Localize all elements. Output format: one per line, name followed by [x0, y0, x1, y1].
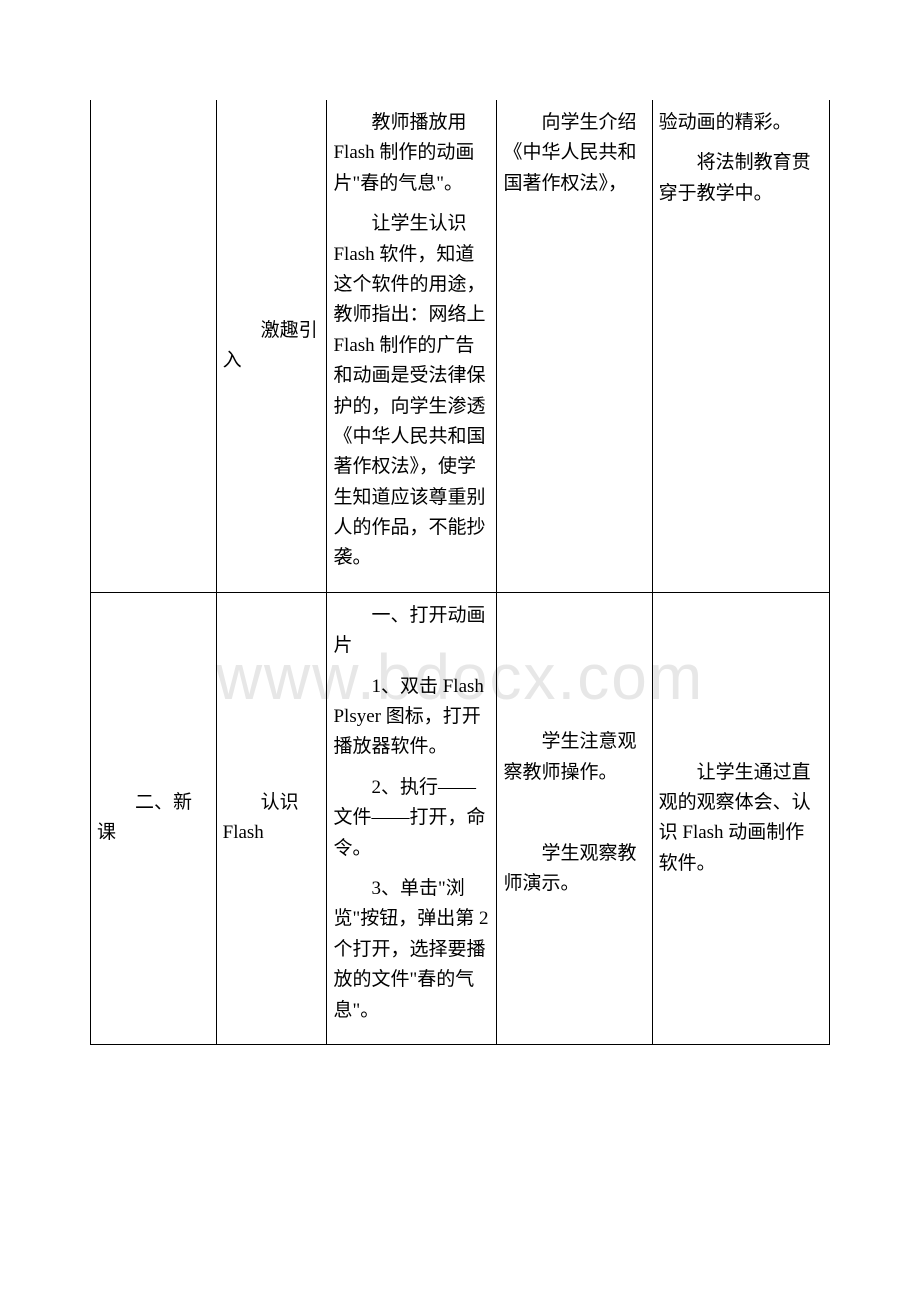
step-label: 激趣引入: [223, 316, 321, 377]
teacher-text: 教师播放用 Flash 制作的动画片"春的气息"。: [333, 112, 474, 194]
intent-para: 将法制教育贯穿于教学中。: [659, 148, 823, 209]
student-text: 学生注意观察教师操作。: [503, 731, 636, 782]
table-row: 二、新课 认识Flash 一、打开动画片 1、双击 Flash Plsyer 图…: [91, 592, 830, 1044]
cell-step: 认识Flash: [216, 592, 327, 1044]
step-text: 认识Flash: [223, 792, 299, 843]
teacher-para: 让学生认识 Flash 软件，知道这个软件的用途，教师指出：网络上 Flash …: [333, 209, 490, 574]
stage-text: 二、新课: [97, 792, 192, 843]
student-text: 向学生介绍《中华人民共和国著作权法》，: [503, 112, 636, 194]
intent-text: 将法制教育贯穿于教学中。: [659, 152, 811, 203]
cell-student-activity: 向学生介绍《中华人民共和国著作权法》，: [497, 100, 652, 592]
student-text: 学生观察教师演示。: [503, 843, 636, 894]
teacher-para: 1、双击 Flash Plsyer 图标，打开播放器软件。: [333, 672, 490, 763]
cell-stage: [91, 100, 217, 592]
teacher-text: 一、打开动画片: [333, 605, 485, 656]
intent-para: 验动画的精彩。: [659, 108, 823, 138]
teacher-para: 2、执行——文件——打开，命令。: [333, 773, 490, 864]
cell-stage: 二、新课: [91, 592, 217, 1044]
step-label: 认识Flash: [223, 788, 321, 849]
page: www.bdocx.com 激趣引入 教师播放用 Flash 制作的动画片"春的…: [0, 0, 920, 1302]
intent-para: 让学生通过直观的观察体会、认识 Flash 动画制作软件。: [659, 758, 823, 880]
student-spacer: [503, 798, 645, 828]
stage-label: 二、新课: [97, 788, 210, 849]
teacher-para: 3、单击"浏览"按钮，弹出第 2 个打开，选择要播放的文件"春的气息"。: [333, 874, 490, 1026]
student-para: 学生注意观察教师操作。: [503, 727, 645, 788]
intent-text: 让学生通过直观的观察体会、认识 Flash 动画制作软件。: [659, 762, 811, 874]
intent-text: 验动画的精彩。: [659, 112, 792, 133]
lesson-table: 激趣引入 教师播放用 Flash 制作的动画片"春的气息"。 让学生认识 Fla…: [90, 100, 830, 1045]
teacher-para: 教师播放用 Flash 制作的动画片"春的气息"。: [333, 108, 490, 199]
cell-teacher-activity: 教师播放用 Flash 制作的动画片"春的气息"。 让学生认识 Flash 软件…: [327, 100, 497, 592]
content-layer: 激趣引入 教师播放用 Flash 制作的动画片"春的气息"。 让学生认识 Fla…: [90, 100, 830, 1045]
cell-student-activity: 学生注意观察教师操作。 学生观察教师演示。: [497, 592, 652, 1044]
teacher-text: 3、单击"浏览"按钮，弹出第 2 个打开，选择要播放的文件"春的气息"。: [333, 878, 488, 1021]
cell-design-intent: 让学生通过直观的观察体会、认识 Flash 动画制作软件。: [652, 592, 829, 1044]
table-row: 激趣引入 教师播放用 Flash 制作的动画片"春的气息"。 让学生认识 Fla…: [91, 100, 830, 592]
cell-teacher-activity: 一、打开动画片 1、双击 Flash Plsyer 图标，打开播放器软件。 2、…: [327, 592, 497, 1044]
cell-step: 激趣引入: [216, 100, 327, 592]
student-para: 向学生介绍《中华人民共和国著作权法》，: [503, 108, 645, 199]
cell-design-intent: 验动画的精彩。 将法制教育贯穿于教学中。: [652, 100, 829, 592]
step-text: 激趣引入: [223, 320, 318, 371]
teacher-para: 一、打开动画片: [333, 601, 490, 662]
teacher-text: 让学生认识 Flash 软件，知道这个软件的用途，教师指出：网络上 Flash …: [333, 213, 485, 568]
teacher-text: 2、执行——文件——打开，命令。: [333, 777, 485, 859]
student-para: 学生观察教师演示。: [503, 839, 645, 900]
teacher-text: 1、双击 Flash Plsyer 图标，打开播放器软件。: [333, 676, 483, 758]
